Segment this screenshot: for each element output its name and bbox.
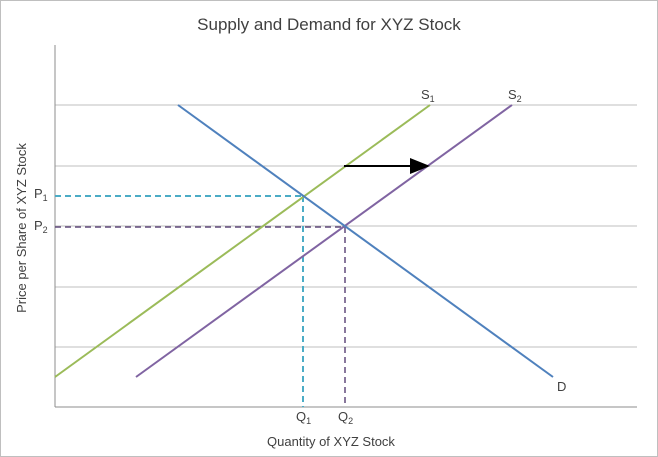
title: Supply and Demand for XYZ Stock [197,15,461,34]
price-label: P2 [34,218,48,235]
label-base: Q [296,409,306,424]
x-axis-label: Quantity of XYZ Stock [267,434,395,449]
label-sub: 2 [43,225,48,235]
quantity-label: Q1 [296,409,311,426]
label-base: S [421,87,430,102]
curve-label: D [557,379,566,394]
label-base: P [34,186,43,201]
y-axis-label: Price per Share of XYZ Stock [14,143,29,313]
label-base: P [34,218,43,233]
quantity-label: Q2 [338,409,353,426]
demand [177,104,554,378]
label-sub: 1 [306,416,311,426]
label-sub: 2 [348,416,353,426]
label-sub: 2 [517,94,522,104]
price-label: P1 [34,186,48,203]
label-base: Q [338,409,348,424]
curve-label: S2 [508,87,522,104]
grid [54,45,637,408]
curve-label: S1 [421,87,435,104]
supply-1 [54,104,431,378]
label-base: S [508,87,517,102]
label-sub: 1 [43,193,48,203]
supply-2 [135,104,513,378]
label-sub: 1 [430,94,435,104]
